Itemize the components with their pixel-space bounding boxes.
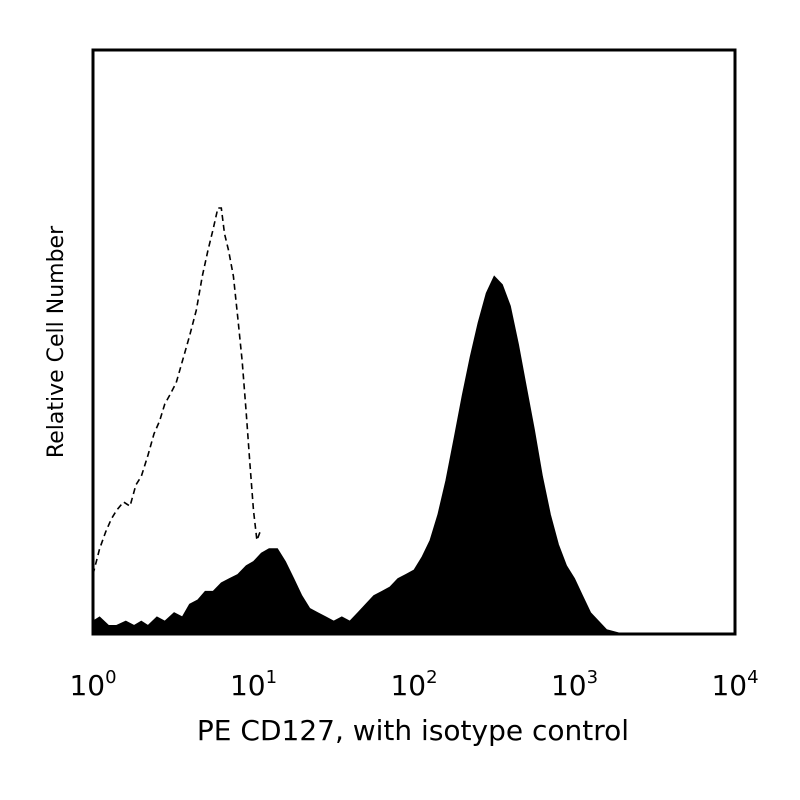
filled-histogram [92, 275, 639, 635]
series-layer [92, 207, 639, 635]
isotype-control-dashed-histogram [92, 207, 261, 575]
x-axis-label: PE CD127, with isotype control [197, 714, 629, 747]
x-tick-labels: 100 101 102 103 104 [69, 667, 758, 702]
x-tick-label: 103 [551, 667, 598, 702]
x-tick-label: 100 [69, 667, 116, 702]
x-tick-label: 102 [390, 667, 437, 702]
x-tick-label: 101 [230, 667, 277, 702]
plot-frame [91, 48, 737, 636]
x-tick-label: 104 [711, 667, 758, 702]
y-axis-label: Relative Cell Number [44, 225, 69, 458]
